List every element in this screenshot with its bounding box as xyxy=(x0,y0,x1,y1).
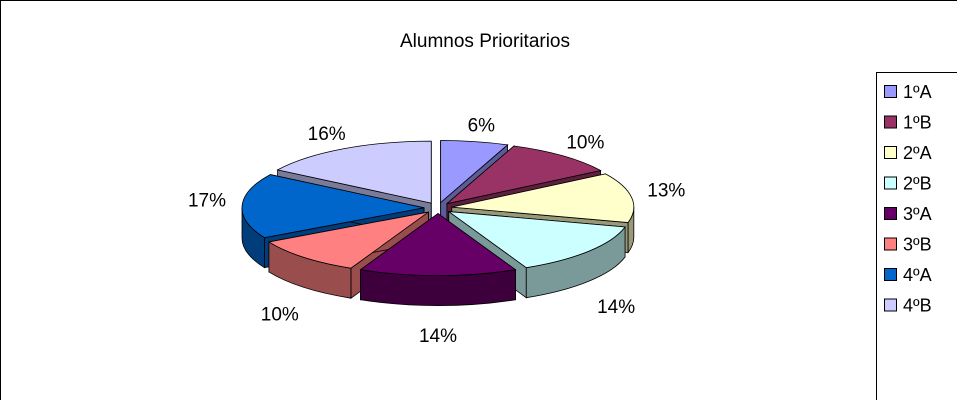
legend-swatch xyxy=(885,86,897,98)
legend-label: 2ºB xyxy=(903,173,932,193)
data-label: 16% xyxy=(308,124,346,145)
legend-swatch xyxy=(885,116,897,128)
data-label: 6% xyxy=(468,116,496,137)
legend-label: 4ºA xyxy=(903,265,932,285)
legend-label: 4ºB xyxy=(903,295,932,315)
data-label: 10% xyxy=(261,304,299,325)
legend-swatch xyxy=(885,177,897,189)
legend-swatch xyxy=(885,238,897,250)
legend-swatch xyxy=(885,269,897,281)
data-label: 10% xyxy=(566,132,604,153)
data-label: 14% xyxy=(419,326,457,347)
legend-label: 3ºB xyxy=(903,234,932,254)
legend-swatch xyxy=(885,147,897,159)
legend-label: 1ºB xyxy=(903,112,932,132)
data-label: 14% xyxy=(597,297,635,318)
legend-label: 2ºA xyxy=(903,143,932,163)
data-label: 17% xyxy=(188,191,226,212)
legend-label: 1ºA xyxy=(903,82,932,102)
data-label: 13% xyxy=(647,181,685,202)
legend-swatch xyxy=(885,208,897,220)
legend-swatch xyxy=(885,299,897,311)
legend-label: 3ºA xyxy=(903,204,932,224)
chart-title: Alumnos Prioritarios xyxy=(400,31,570,52)
